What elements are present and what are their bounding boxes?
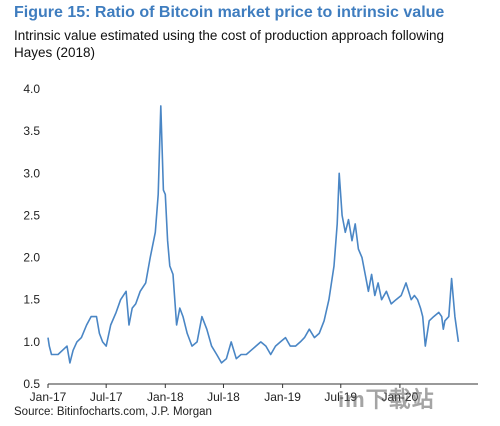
watermark: im下载站	[338, 387, 435, 412]
x-tick-label: Jul-18	[207, 390, 240, 404]
x-tick-label: Jul-19	[324, 390, 357, 404]
chart-subtitle: Intrinsic value estimated using the cost…	[14, 28, 444, 60]
y-tick-label: 3.0	[23, 166, 40, 180]
y-tick-label: 3.5	[23, 124, 40, 138]
x-tick-label: Jan-18	[147, 390, 184, 404]
y-tick-label: 0.5	[23, 377, 40, 391]
x-axis: Jan-17 Jul-17 Jan-18 Jul-18 Jan-19 Jul-19 Jan-…	[30, 384, 419, 404]
x-tick-label: Jan-17	[30, 390, 67, 404]
x-tick-label: Jul-17	[90, 390, 123, 404]
series-line	[47, 105, 460, 364]
y-tick-label: 4.0	[23, 82, 40, 96]
x-tick-label: Jan-20	[382, 390, 419, 404]
y-tick-label: 1.5	[23, 293, 40, 307]
y-tick-label: 2.5	[23, 208, 40, 222]
source-note: Source: Bitinfocharts.com, J.P. Morgan	[14, 406, 212, 418]
x-tick-label: Jan-19	[264, 390, 301, 404]
y-axis: 0.5 1.0 1.5 2.0 2.5 3.0 3.5 4.0	[23, 82, 40, 391]
y-tick-label: 2.0	[23, 251, 40, 265]
chart-title: Figure 15: Ratio of Bitcoin market price…	[14, 4, 445, 21]
y-tick-label: 1.0	[23, 335, 40, 349]
